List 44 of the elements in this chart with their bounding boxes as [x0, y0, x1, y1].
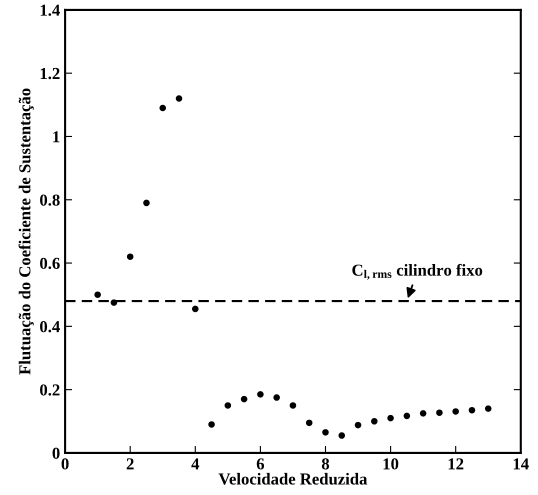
annotation: C$_{l,rms}$ cilindro fixo: [352, 264, 482, 280]
y-tick-label: 0.8: [40, 194, 60, 206]
x-tick-label: 0: [62, 458, 69, 470]
x-axis-title: Velocidade Reduzida: [218, 472, 368, 485]
y-tick-label: 1.2: [40, 68, 60, 80]
point: [452, 408, 459, 415]
point: [404, 412, 410, 420]
point: [484, 405, 492, 412]
point: [240, 396, 248, 402]
x-tick-label: 10: [384, 458, 398, 470]
point: [290, 402, 296, 409]
x-tick-label: 4: [191, 458, 200, 470]
y-axis-title: Flutuação do Coeficiente de Sustentação: [18, 88, 34, 375]
point: [208, 421, 215, 428]
x-tick-label: 2: [126, 458, 134, 470]
point: [338, 432, 346, 439]
point: [371, 418, 378, 425]
y-tick-label: 0.4: [40, 321, 60, 332]
x-tick-label: 8: [322, 458, 330, 470]
point: [110, 299, 118, 306]
point: [94, 291, 101, 298]
y-tick-label: 0.2: [40, 384, 60, 396]
point: [436, 409, 443, 416]
x-tick-label: 6: [256, 458, 264, 470]
x-tick-label: 14: [514, 458, 529, 470]
point: [192, 306, 199, 312]
point: [273, 394, 280, 401]
point: [224, 402, 232, 409]
point: [468, 406, 476, 414]
y-tick-label: 0: [52, 448, 60, 459]
point: [143, 200, 150, 206]
point: [322, 429, 329, 436]
point: [257, 391, 264, 398]
y-tick-label: 1: [53, 131, 60, 142]
x-tick-label: 12: [448, 458, 464, 470]
point: [126, 253, 134, 260]
point: [159, 104, 166, 112]
y-tick-label: 0.6: [40, 258, 60, 270]
point: [420, 410, 426, 417]
point: [306, 420, 312, 426]
y-tick-label: 1.4: [40, 4, 60, 16]
point: [387, 414, 394, 422]
point: [176, 95, 182, 102]
point: [354, 422, 362, 428]
